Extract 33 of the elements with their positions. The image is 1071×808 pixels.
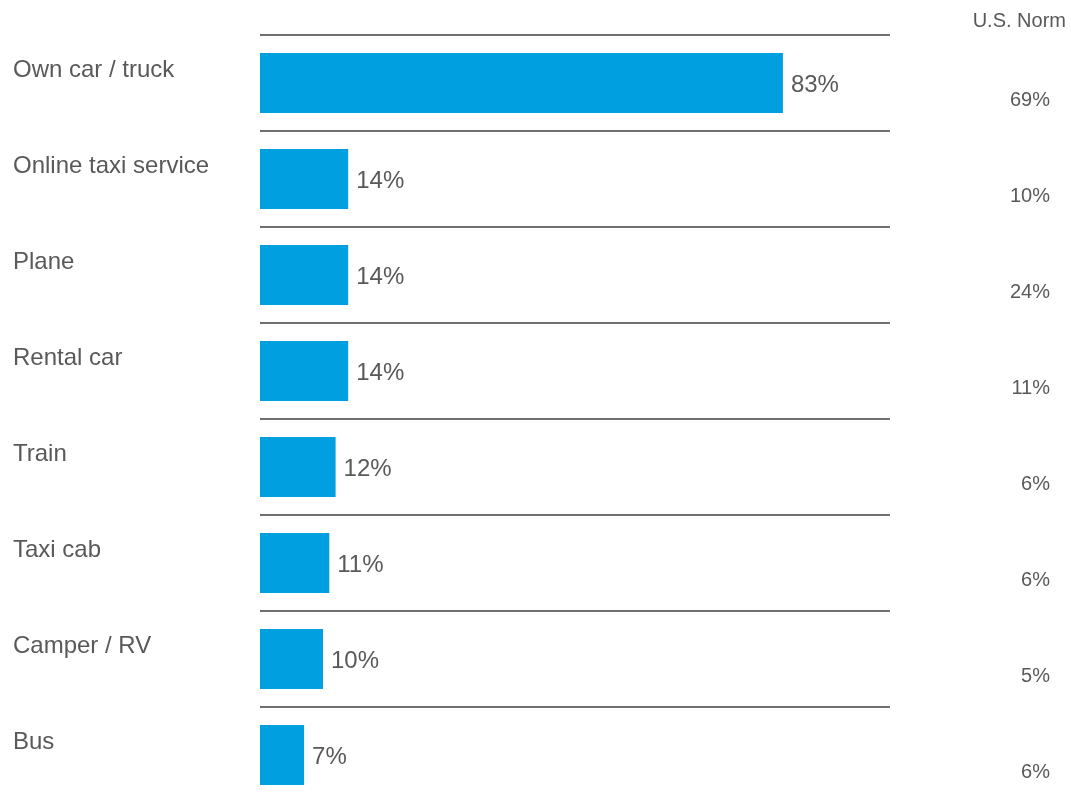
bar: [260, 629, 323, 689]
text: U.S. Norm: [972, 8, 1066, 32]
text: 5%: [1021, 663, 1050, 687]
text: 10%: [1009, 183, 1050, 207]
data-label: 14%: [356, 165, 405, 193]
data-label: 12%: [343, 453, 392, 481]
text: 24%: [1009, 279, 1050, 303]
y-tick-label: Bus: [13, 727, 55, 755]
text: 69%: [1009, 87, 1050, 111]
y-tick-label: Taxi cab: [13, 535, 102, 563]
data-label: 10%: [331, 645, 380, 673]
bar: [260, 53, 783, 113]
y-tick-label: Rental car: [13, 343, 123, 371]
text: 6%: [1021, 567, 1050, 591]
y-tick-label: Online taxi service: [13, 151, 210, 179]
bar: [260, 245, 349, 305]
text: 6%: [1021, 759, 1050, 783]
data-label: 83%: [790, 69, 839, 97]
y-tick-label: Camper / RV: [13, 631, 152, 659]
bar: [260, 341, 349, 401]
text: 6%: [1021, 471, 1050, 495]
data-label: 7%: [312, 741, 347, 769]
y-tick-label: Own car / truck: [13, 55, 176, 83]
bar: [260, 725, 305, 785]
bar: [260, 533, 330, 593]
y-tick-label: Plane: [13, 247, 75, 275]
text: 11%: [1011, 375, 1050, 399]
data-label: 14%: [356, 261, 405, 289]
data-label: 14%: [356, 357, 405, 385]
bar: [260, 437, 336, 497]
bar: [260, 149, 349, 209]
y-tick-label: Train: [13, 439, 67, 467]
data-label: 11%: [337, 549, 384, 577]
